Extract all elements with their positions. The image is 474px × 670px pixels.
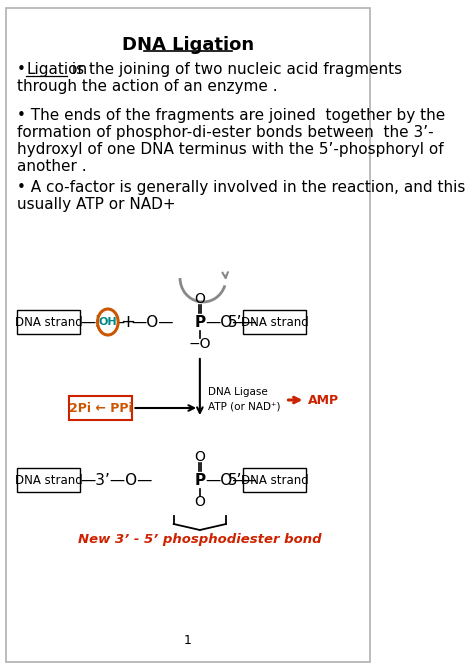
Text: O: O (194, 292, 205, 306)
Text: DNA Ligation: DNA Ligation (122, 36, 254, 54)
Text: DNA strand: DNA strand (15, 474, 82, 486)
Text: another .: another . (18, 159, 87, 174)
FancyBboxPatch shape (17, 310, 80, 334)
Text: —O—: —O— (131, 314, 173, 330)
Text: ATP (or NAD⁺): ATP (or NAD⁺) (208, 401, 280, 411)
Text: DNA strand: DNA strand (240, 316, 308, 328)
Text: Ligation: Ligation (26, 62, 87, 77)
Text: 5’—: 5’— (228, 472, 257, 488)
Text: usually ATP or NAD+: usually ATP or NAD+ (18, 197, 176, 212)
Text: DNA Ligase: DNA Ligase (208, 387, 267, 397)
Text: —3’—O—: —3’—O— (80, 472, 153, 488)
FancyBboxPatch shape (69, 396, 132, 420)
FancyBboxPatch shape (243, 468, 306, 492)
Text: hydroxyl of one DNA terminus with the 5’-phosphoryl of: hydroxyl of one DNA terminus with the 5’… (18, 142, 444, 157)
Text: 1: 1 (184, 634, 192, 647)
Text: P: P (194, 314, 205, 330)
Text: New 3’ - 5’ phosphodiester bond: New 3’ - 5’ phosphodiester bond (78, 533, 322, 547)
Text: DNA strand: DNA strand (15, 316, 82, 328)
Text: 2Pi ← PPi: 2Pi ← PPi (69, 401, 133, 415)
Text: •: • (18, 62, 31, 77)
Text: is the joining of two nucleic acid fragments: is the joining of two nucleic acid fragm… (67, 62, 402, 77)
Text: formation of phosphor-di-ester bonds between  the 3’-: formation of phosphor-di-ester bonds bet… (18, 125, 434, 140)
Text: —O—: —O— (205, 472, 248, 488)
Text: OH: OH (99, 317, 117, 327)
FancyBboxPatch shape (243, 310, 306, 334)
Text: −O: −O (189, 337, 211, 351)
Text: O: O (194, 450, 205, 464)
Text: through the action of an enzyme .: through the action of an enzyme . (18, 79, 278, 94)
Text: DNA strand: DNA strand (240, 474, 308, 486)
Text: —O—: —O— (205, 314, 248, 330)
Text: —3’—: —3’— (80, 314, 125, 330)
Text: 5’—: 5’— (228, 314, 257, 330)
FancyBboxPatch shape (17, 468, 80, 492)
Text: • A co-factor is generally involved in the reaction, and this: • A co-factor is generally involved in t… (18, 180, 466, 195)
FancyBboxPatch shape (6, 8, 370, 662)
Text: P: P (194, 472, 205, 488)
Circle shape (98, 309, 118, 335)
Text: O: O (194, 495, 205, 509)
Text: AMP: AMP (308, 393, 339, 407)
Text: • The ends of the fragments are joined  together by the: • The ends of the fragments are joined t… (18, 108, 446, 123)
Text: +: + (120, 313, 136, 331)
